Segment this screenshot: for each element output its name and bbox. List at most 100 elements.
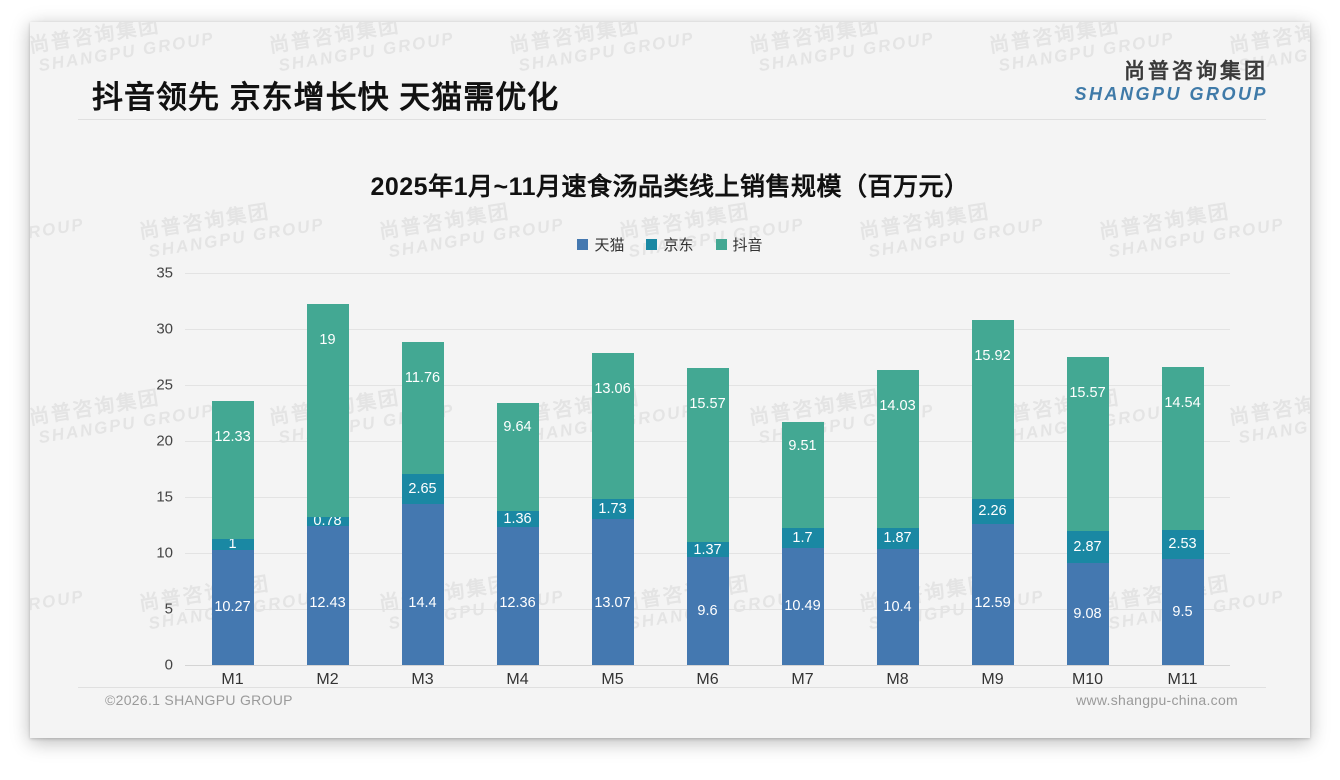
bar-segment-天猫[interactable]: 10.4 [876, 548, 919, 665]
slide-canvas: 尚普咨询集团 SHANGPU GROUP 尚普咨询集团 SHANGPU GROUP 尚普… [30, 22, 1310, 738]
bar-group-M9: 12.59 2.26 15.92 [945, 273, 1040, 665]
bar-group-M11: 9.5 2.53 14.54 [1135, 273, 1230, 665]
bar-stack[interactable]: 10.4 1.87 14.03 [876, 370, 919, 665]
chart-plot-area: 0 5 10 15 20 25 30 35 10.27 1 12.33 12.43 0.78 19 14.… [156, 247, 1230, 692]
bar-group-M4: 12.36 1.36 9.64 [470, 273, 565, 665]
page-title: 抖音领先 京东增长快 天猫需优化 [92, 80, 560, 115]
chart-legend: 天猫 京东 抖音 [30, 234, 1310, 255]
bar-segment-抖音[interactable]: 9.64 [496, 403, 539, 512]
bar-value-label: 1.7 [792, 530, 813, 546]
bar-stack[interactable]: 10.49 1.7 9.51 [781, 421, 824, 665]
bar-stack[interactable]: 9.08 2.87 15.57 [1066, 356, 1109, 665]
bar-stack[interactable]: 12.59 2.26 15.92 [971, 320, 1014, 665]
bar-value-label: 1.36 [503, 510, 532, 527]
bar-value-label: 2.65 [408, 480, 437, 497]
x-axis-label-M10: M10 [1071, 671, 1104, 688]
bar-segment-天猫[interactable]: 10.49 [781, 547, 824, 665]
company-logo: 尚普咨询集团 SHANGPU GROUP [1074, 60, 1268, 104]
bar-stack[interactable]: 12.43 0.78 19 [306, 304, 349, 665]
bar-segment-京东[interactable]: 2.53 [1161, 530, 1204, 559]
bar-segment-京东[interactable]: 1.36 [496, 510, 539, 527]
bar-segment-京东[interactable]: 2.26 [971, 498, 1014, 524]
x-axis-label-M3: M3 [411, 671, 434, 688]
bar-value-label: 9.64 [503, 419, 532, 436]
bar-segment-京东[interactable]: 1.87 [876, 527, 919, 549]
bar-segment-抖音[interactable]: 15.57 [1066, 356, 1109, 532]
bar-stack[interactable]: 12.36 1.36 9.64 [496, 403, 539, 665]
bar-value-label: 15.57 [689, 395, 726, 412]
bar-segment-天猫[interactable]: 13.07 [591, 518, 634, 665]
bar-value-label: 10.27 [214, 599, 251, 616]
slide-footer: ©2026.1 SHANGPU GROUP www.shangpu-china.… [30, 692, 1310, 716]
bar-segment-京东[interactable]: 2.87 [1066, 531, 1109, 564]
chart-bars: 10.27 1 12.33 12.43 0.78 19 14.4 2.65 11.76 12.36… [185, 273, 1230, 665]
bar-group-M6: 9.6 1.37 15.57 [660, 273, 755, 665]
bar-group-M7: 10.49 1.7 9.51 [755, 273, 850, 665]
bar-segment-天猫[interactable]: 10.27 [211, 549, 254, 665]
bar-group-M3: 14.4 2.65 11.76 [375, 273, 470, 665]
bar-value-label: 14.4 [408, 595, 437, 611]
bar-value-label: 2.26 [978, 503, 1007, 520]
bar-segment-抖音[interactable]: 11.76 [401, 342, 444, 475]
bar-segment-京东[interactable]: 1.73 [591, 499, 634, 519]
bar-group-M1: 10.27 1 12.33 [185, 273, 280, 665]
y-axis-tick-label: 20 [156, 432, 173, 450]
bar-segment-抖音[interactable]: 19 [306, 304, 349, 518]
bar-segment-抖音[interactable]: 13.06 [591, 352, 634, 500]
x-axis-label-M4: M4 [506, 671, 529, 688]
y-axis-tick-label: 0 [164, 656, 173, 674]
bar-value-label: 13.07 [594, 595, 631, 611]
bar-group-M5: 13.07 1.73 13.06 [565, 273, 660, 665]
bar-value-label: 12.43 [309, 595, 346, 611]
y-axis-tick-label: 15 [156, 488, 173, 506]
bar-segment-抖音[interactable]: 15.92 [971, 320, 1014, 499]
bar-stack[interactable]: 9.5 2.53 14.54 [1161, 367, 1204, 665]
bar-stack[interactable]: 9.6 1.37 15.57 [686, 367, 729, 665]
x-axis-label-M5: M5 [601, 671, 624, 688]
bar-value-label: 15.57 [1069, 384, 1106, 401]
bar-value-label: 1 [228, 536, 237, 553]
legend-item-天猫[interactable]: 天猫 [577, 234, 624, 255]
bar-segment-天猫[interactable]: 12.59 [971, 524, 1014, 665]
logo-chinese-text: 尚普咨询集团 [1124, 60, 1268, 83]
bar-segment-抖音[interactable]: 9.51 [781, 421, 824, 529]
bar-segment-京东[interactable]: 1.7 [781, 528, 824, 548]
bar-value-label: 12.36 [499, 595, 536, 611]
x-axis-label-M1: M1 [221, 671, 244, 688]
bar-value-label: 9.5 [1172, 603, 1193, 620]
bar-segment-抖音[interactable]: 14.54 [1161, 367, 1204, 531]
x-axis-label-M8: M8 [886, 671, 909, 688]
x-axis-label-M7: M7 [791, 671, 814, 688]
bar-segment-京东[interactable]: 2.65 [401, 474, 444, 504]
y-axis-tick-label: 25 [156, 376, 173, 394]
logo-english-text: SHANGPU GROUP [1074, 83, 1268, 104]
bar-stack[interactable]: 13.07 1.73 13.06 [591, 352, 634, 665]
bar-segment-抖音[interactable]: 15.57 [686, 367, 729, 543]
bar-stack[interactable]: 14.4 2.65 11.76 [401, 342, 444, 665]
bar-segment-天猫[interactable]: 12.36 [496, 526, 539, 665]
bar-segment-抖音[interactable]: 14.03 [876, 370, 919, 528]
bar-segment-京东[interactable]: 0.78 [306, 513, 349, 529]
bar-segment-天猫[interactable]: 9.6 [686, 557, 729, 665]
y-axis-tick-label: 10 [156, 544, 173, 562]
bar-segment-天猫[interactable]: 9.5 [1161, 558, 1204, 665]
footer-divider [78, 687, 1266, 688]
bar-stack[interactable]: 10.27 1 12.33 [211, 400, 254, 665]
legend-swatch-icon [646, 239, 658, 250]
legend-item-京东[interactable]: 京东 [646, 234, 694, 255]
header-divider [78, 119, 1266, 120]
bar-segment-京东[interactable]: 1.37 [686, 542, 729, 558]
x-axis-label-M11: M11 [1167, 671, 1198, 688]
bar-value-label: 14.03 [879, 398, 916, 415]
x-axis-label-M9: M9 [981, 671, 1004, 688]
bar-segment-天猫[interactable]: 9.08 [1066, 563, 1109, 665]
bar-segment-天猫[interactable]: 14.4 [401, 503, 444, 665]
bar-value-label: 13.06 [594, 380, 631, 397]
bar-segment-抖音[interactable]: 12.33 [211, 400, 254, 539]
bar-segment-京东[interactable]: 1 [211, 536, 254, 553]
legend-item-抖音[interactable]: 抖音 [715, 234, 763, 255]
bar-value-label: 0.78 [313, 513, 342, 530]
bar-segment-天猫[interactable]: 12.43 [306, 525, 349, 665]
